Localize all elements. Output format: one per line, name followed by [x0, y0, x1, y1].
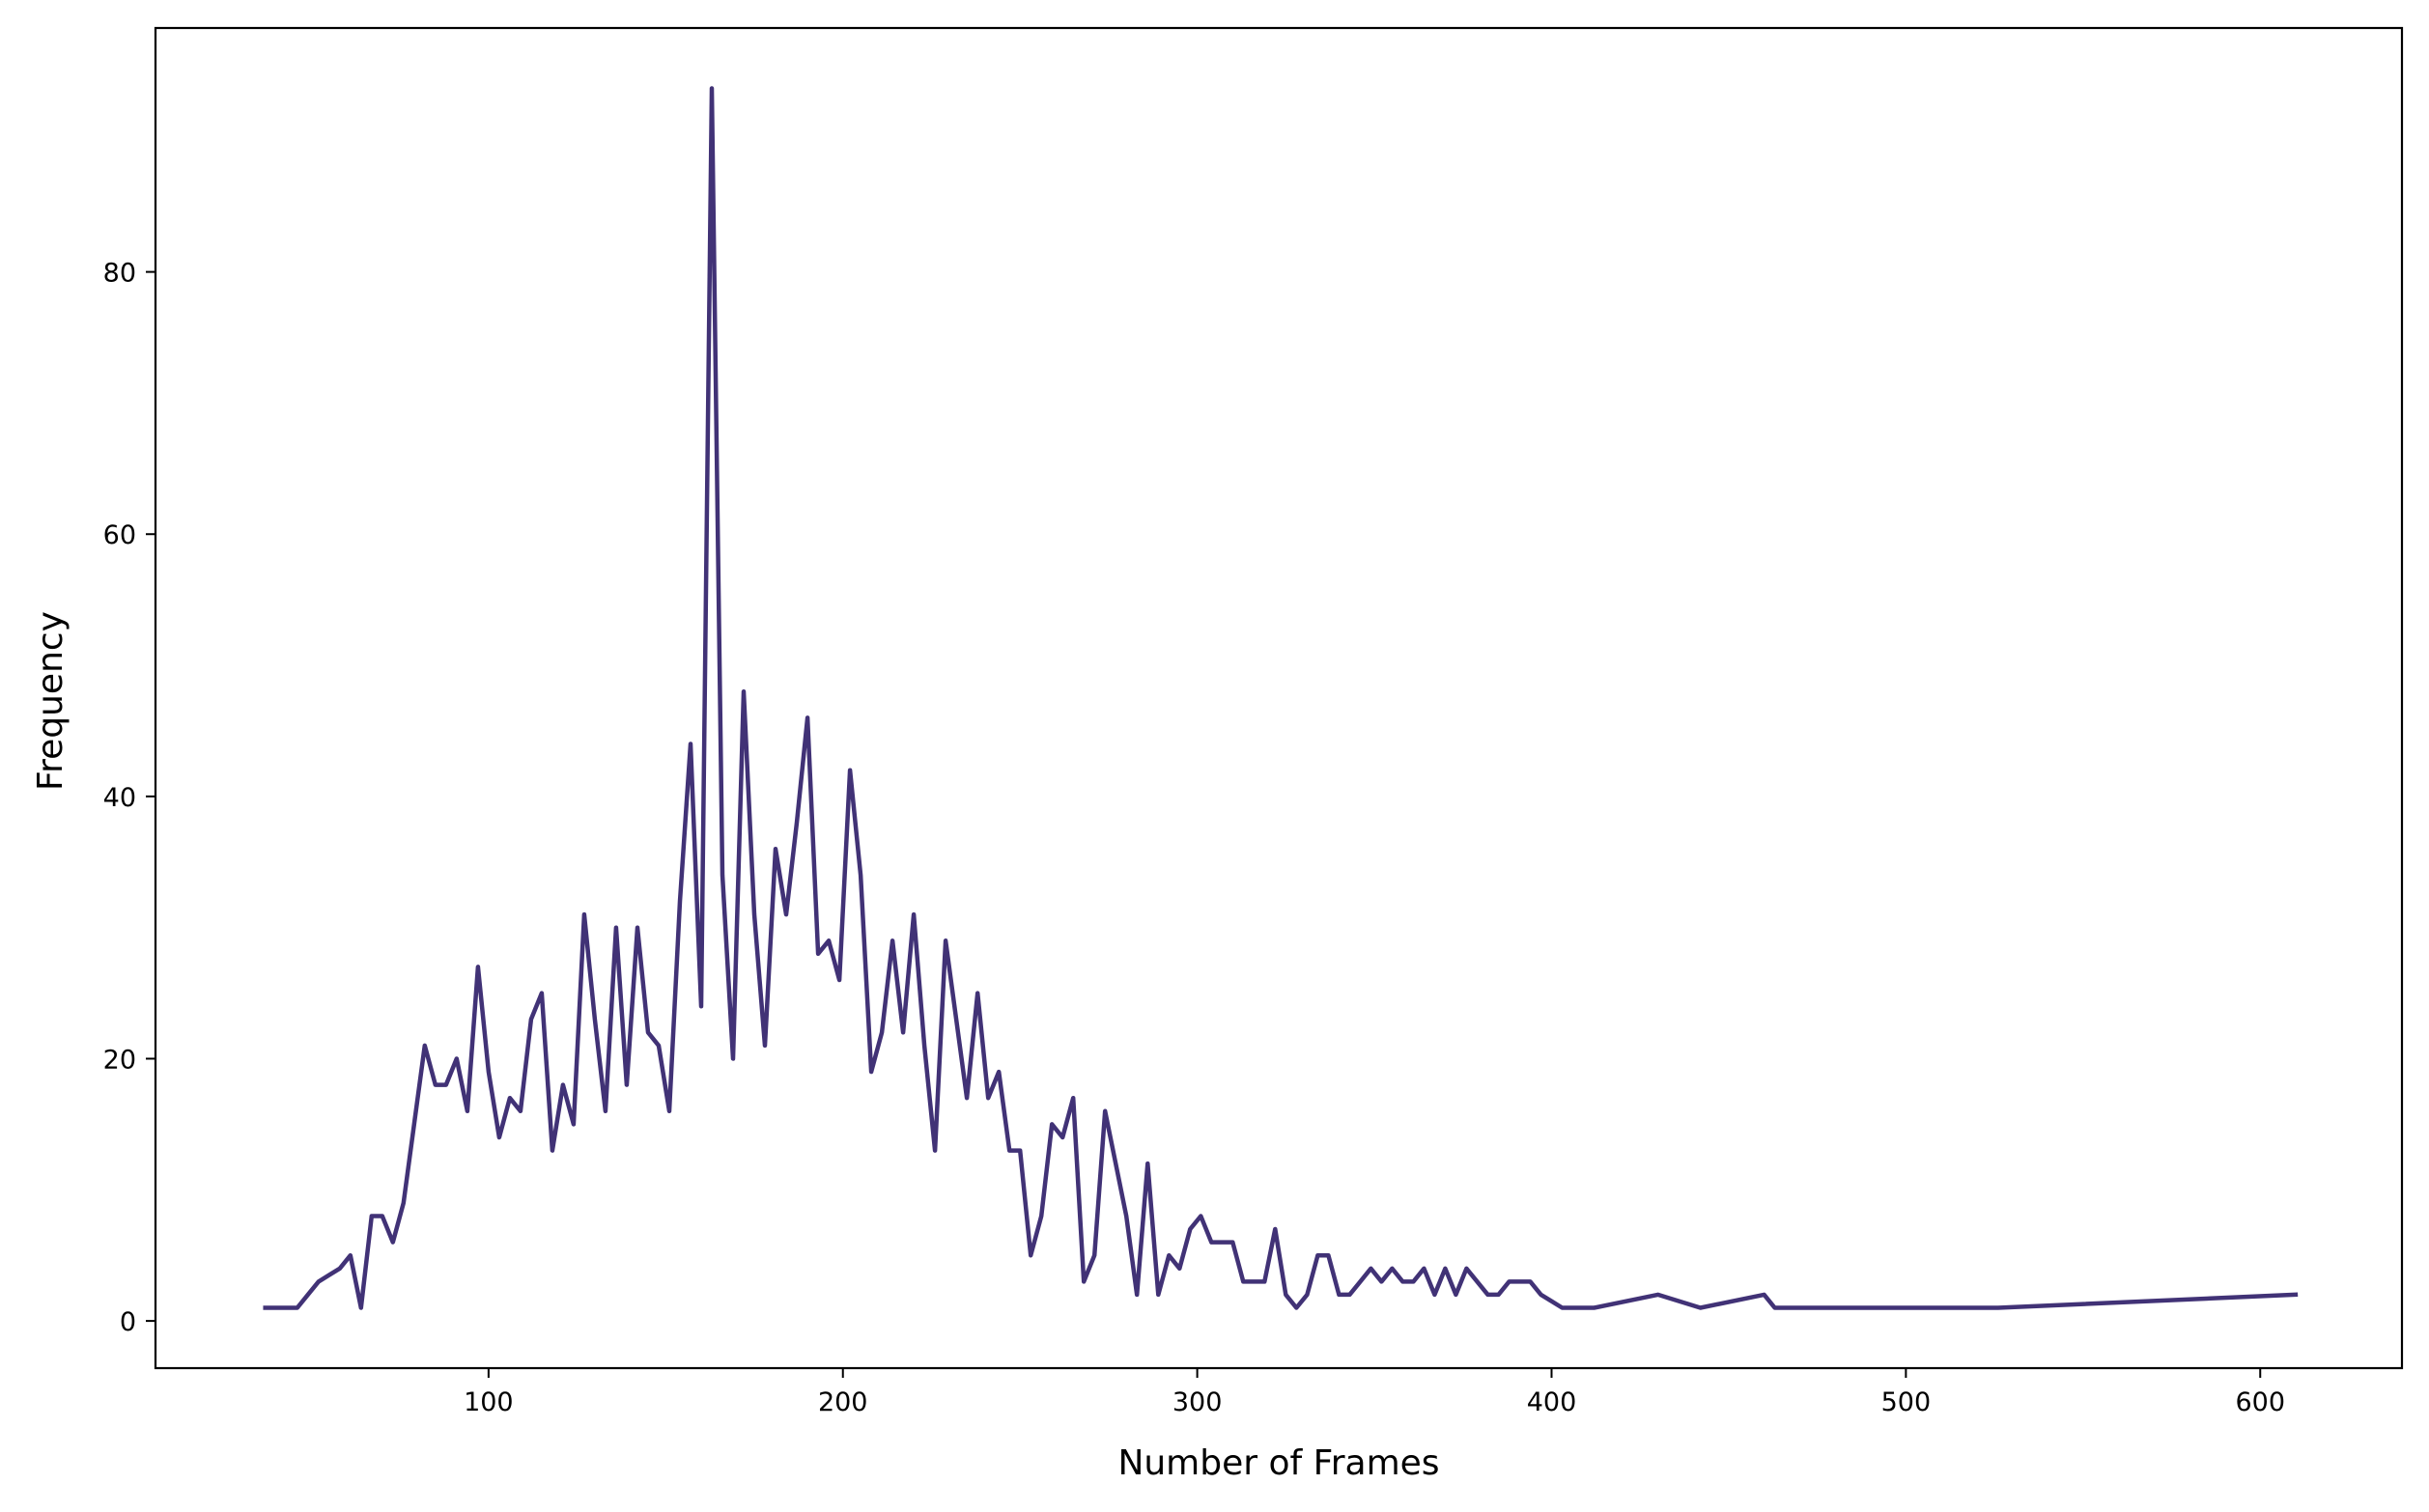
x-tick-label: 200: [818, 1387, 868, 1417]
y-tick-label: 0: [120, 1307, 136, 1337]
series-layer: [263, 86, 2299, 1310]
plot-area: [154, 26, 2404, 1370]
x-axis-ticks: 100 200 300 400 500 600: [464, 1368, 2285, 1417]
x-tick-label: 600: [2235, 1387, 2285, 1417]
y-tick-label: 60: [103, 520, 136, 550]
x-tick-label: 300: [1172, 1387, 1223, 1417]
y-tick-label: 20: [103, 1045, 136, 1075]
y-axis-label: Frequency: [31, 611, 71, 791]
y-tick-label: 40: [103, 783, 136, 813]
y-tick-label: 80: [103, 259, 136, 289]
y-axis-ticks: 0 20 40 60 80: [103, 259, 155, 1337]
x-tick-label: 500: [1881, 1387, 1932, 1417]
x-tick-label: 400: [1527, 1387, 1577, 1417]
series-line-0: [263, 86, 2299, 1310]
x-axis-label: Number of Frames: [1117, 1443, 1439, 1483]
x-tick-label: 100: [464, 1387, 514, 1417]
